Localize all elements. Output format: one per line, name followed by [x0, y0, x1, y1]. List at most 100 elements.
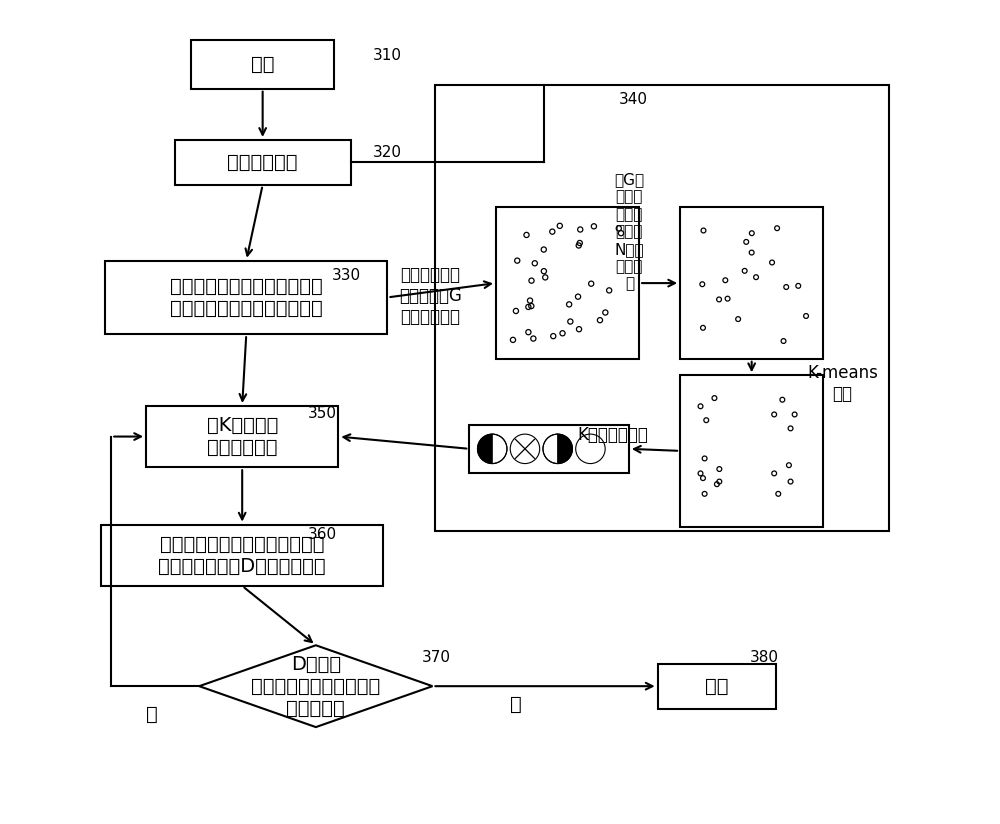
Point [776, 335, 792, 348]
Point [592, 314, 608, 327]
Point [717, 274, 733, 287]
Point [744, 227, 760, 240]
Point [536, 243, 552, 256]
Point [524, 274, 540, 288]
Point [798, 309, 814, 322]
Text: 370: 370 [422, 650, 451, 665]
Text: 结束: 结束 [705, 677, 729, 695]
Text: 380: 380 [750, 650, 779, 665]
Point [586, 220, 602, 233]
Point [770, 487, 786, 500]
Wedge shape [492, 434, 507, 464]
Point [508, 304, 524, 317]
Point [525, 332, 541, 345]
Point [695, 321, 711, 335]
Wedge shape [558, 434, 572, 464]
Point [766, 408, 782, 421]
Point [769, 222, 785, 235]
Bar [175, 140, 351, 185]
Text: 从G个
第二子
网络中
过滤出
N个第
一子网
络: 从G个 第二子 网络中 过滤出 N个第 一子网 络 [614, 172, 644, 292]
Wedge shape [543, 434, 558, 464]
Point [781, 459, 797, 472]
Point [694, 278, 710, 291]
Text: 训练基准网络: 训练基准网络 [227, 153, 298, 172]
Point [552, 219, 568, 232]
Point [787, 408, 803, 421]
Point [597, 306, 613, 319]
Point [520, 325, 536, 339]
Text: 开始: 开始 [251, 54, 274, 73]
Point [748, 270, 764, 283]
Point [522, 294, 538, 307]
Bar [101, 525, 383, 586]
Text: 330: 330 [332, 268, 361, 283]
Text: 基于基准网络，对超网络中均
匀采样得到的子网络进行训练: 基于基准网络，对超网络中均 匀采样得到的子网络进行训练 [170, 277, 323, 318]
Point [720, 292, 736, 305]
Point [561, 297, 577, 311]
Bar [435, 85, 889, 531]
Point [764, 256, 780, 269]
Bar [680, 208, 823, 358]
Wedge shape [477, 434, 492, 464]
Bar [105, 260, 387, 335]
Point [523, 299, 539, 312]
Point [738, 236, 754, 249]
Point [711, 462, 727, 475]
Point [783, 422, 799, 435]
Point [555, 326, 571, 339]
Point [695, 224, 711, 237]
Point [562, 315, 578, 328]
Point [697, 452, 713, 465]
Point [537, 271, 553, 284]
Point [613, 227, 629, 240]
Point [571, 322, 587, 335]
Text: K-means
算法: K-means 算法 [807, 364, 878, 403]
Point [737, 265, 753, 278]
Text: D个待测
子网络的性能是否符合第
二性能要求: D个待测 子网络的性能是否符合第 二性能要求 [251, 655, 380, 718]
Point [778, 280, 794, 293]
Point [706, 391, 722, 405]
Point [509, 254, 525, 267]
Bar [496, 208, 639, 358]
Bar [469, 425, 629, 473]
Polygon shape [199, 645, 432, 727]
Point [601, 283, 617, 297]
Text: 320: 320 [373, 145, 402, 160]
Bar [680, 375, 823, 527]
Text: 从训练过的超
网络中采样G
个第二子网络: 从训练过的超 网络中采样G 个第二子网络 [399, 266, 462, 325]
Text: 对K个中心子
网络进行训练: 对K个中心子 网络进行训练 [207, 416, 278, 457]
Point [698, 414, 714, 427]
Point [527, 257, 543, 270]
Point [730, 312, 746, 325]
Point [693, 466, 709, 480]
Text: 在超网络的误差收敛的情况下，
从超网络中采样D个待测子网络: 在超网络的误差收敛的情况下， 从超网络中采样D个待测子网络 [158, 535, 326, 576]
Bar [146, 406, 338, 467]
Point [570, 290, 586, 303]
Point [695, 471, 711, 485]
Point [709, 478, 725, 491]
Point [790, 279, 806, 293]
Point [572, 223, 588, 236]
Bar [658, 663, 776, 709]
Text: 350: 350 [308, 406, 337, 421]
Point [744, 246, 760, 260]
Point [711, 475, 727, 488]
Text: 360: 360 [308, 527, 337, 542]
Point [519, 228, 535, 241]
Text: 340: 340 [619, 91, 648, 107]
Text: 310: 310 [373, 48, 402, 63]
Point [572, 236, 588, 250]
Point [536, 265, 552, 278]
Bar [191, 40, 334, 89]
Text: 是: 是 [510, 695, 522, 714]
Point [544, 225, 560, 238]
Text: 否: 否 [146, 705, 158, 724]
Point [766, 466, 782, 480]
Point [711, 293, 727, 306]
Point [774, 393, 790, 406]
Point [571, 239, 587, 252]
Point [583, 277, 599, 290]
Point [693, 400, 709, 413]
Point [611, 222, 627, 235]
Point [545, 330, 561, 343]
